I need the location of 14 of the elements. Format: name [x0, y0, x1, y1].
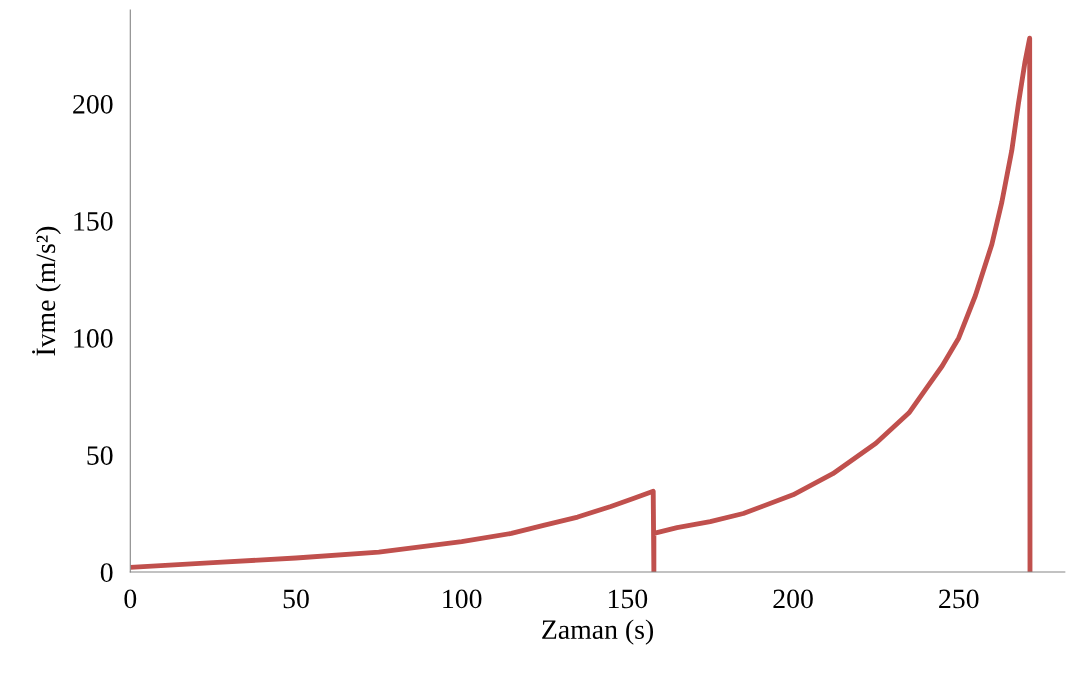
x-tick-label: 250 — [939, 589, 979, 609]
x-tick-label: 100 — [443, 589, 482, 609]
x-axis-title: Zaman (s) — [542, 619, 654, 645]
x-tick-label: 0 — [124, 589, 137, 609]
y-tick-label: 100 — [74, 329, 113, 348]
y-axis-title: İvme (m/s²) — [32, 226, 61, 356]
x-tick-label: 200 — [773, 589, 813, 609]
x-tick-label: 50 — [283, 589, 309, 609]
x-tick-label: 150 — [608, 589, 648, 609]
y-tick-label: 0 — [100, 563, 113, 582]
line-series — [130, 35, 1033, 573]
y-tick-label: 150 — [74, 211, 113, 231]
y-tick-label: 200 — [73, 94, 113, 114]
y-tick-label: 50 — [87, 446, 113, 465]
